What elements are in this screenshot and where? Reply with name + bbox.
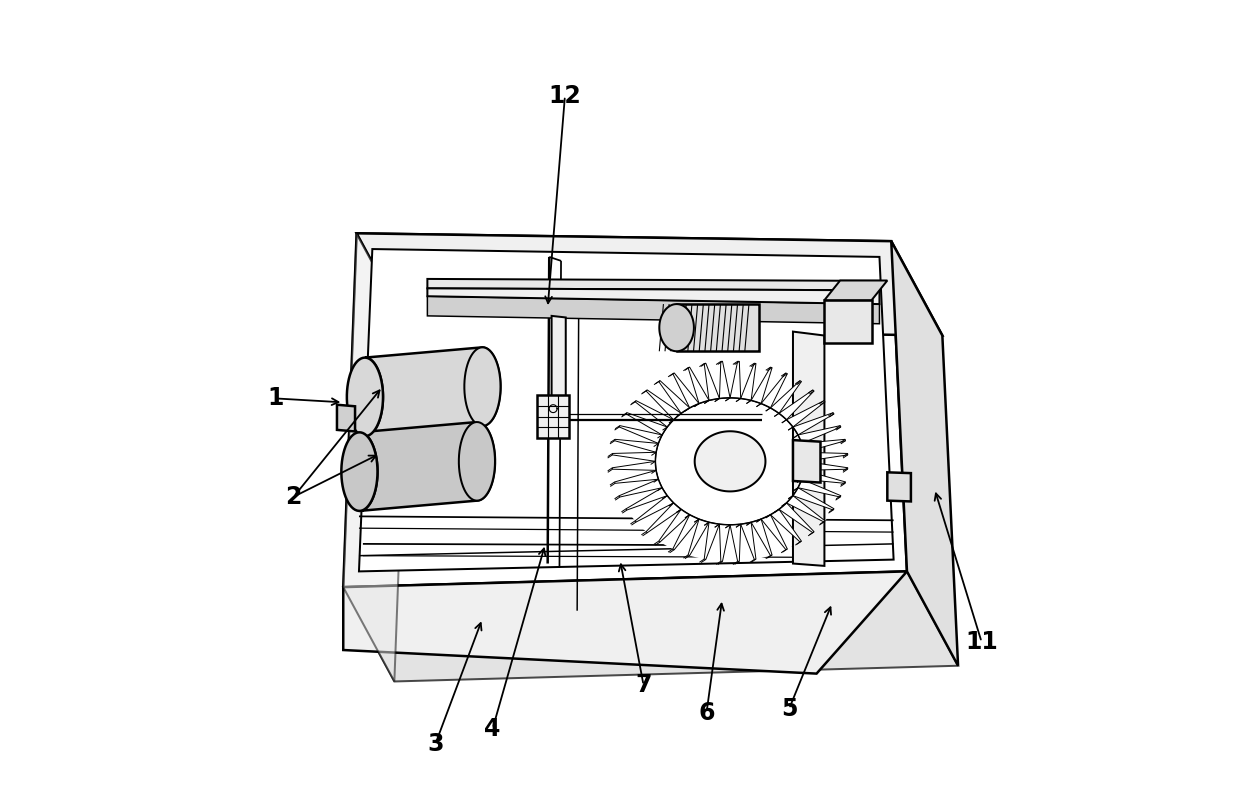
Polygon shape xyxy=(804,452,848,462)
Polygon shape xyxy=(343,234,408,682)
Polygon shape xyxy=(658,380,689,413)
Polygon shape xyxy=(704,522,719,559)
Polygon shape xyxy=(792,440,821,483)
Polygon shape xyxy=(804,462,848,470)
Polygon shape xyxy=(613,361,848,562)
Polygon shape xyxy=(688,367,709,404)
Text: 5: 5 xyxy=(781,697,797,721)
Polygon shape xyxy=(779,390,813,420)
Text: 4: 4 xyxy=(485,716,501,741)
Polygon shape xyxy=(358,249,894,571)
Polygon shape xyxy=(428,296,879,323)
Polygon shape xyxy=(552,316,565,402)
Text: 3: 3 xyxy=(427,732,444,757)
Polygon shape xyxy=(347,357,383,436)
Polygon shape xyxy=(646,390,681,420)
Polygon shape xyxy=(761,373,787,408)
Polygon shape xyxy=(677,304,759,351)
Polygon shape xyxy=(825,281,888,300)
Polygon shape xyxy=(688,519,709,555)
Polygon shape xyxy=(343,571,959,682)
Polygon shape xyxy=(825,300,872,343)
Polygon shape xyxy=(360,422,495,511)
Polygon shape xyxy=(459,422,495,501)
Polygon shape xyxy=(428,279,879,290)
Polygon shape xyxy=(428,288,879,304)
Polygon shape xyxy=(635,401,673,427)
Polygon shape xyxy=(660,304,694,351)
Text: 6: 6 xyxy=(698,701,714,725)
Polygon shape xyxy=(619,425,662,443)
Polygon shape xyxy=(646,503,681,533)
Polygon shape xyxy=(740,363,756,400)
Polygon shape xyxy=(792,488,835,510)
Polygon shape xyxy=(799,425,841,443)
Polygon shape xyxy=(802,470,846,484)
Polygon shape xyxy=(892,241,959,666)
Polygon shape xyxy=(792,413,835,435)
Polygon shape xyxy=(770,510,801,542)
Polygon shape xyxy=(613,462,656,470)
Polygon shape xyxy=(626,413,667,435)
Polygon shape xyxy=(799,479,841,497)
Polygon shape xyxy=(740,522,756,559)
Polygon shape xyxy=(658,510,689,542)
Polygon shape xyxy=(357,234,942,335)
Polygon shape xyxy=(730,361,740,398)
Polygon shape xyxy=(786,401,825,427)
Text: 1: 1 xyxy=(268,387,284,410)
Polygon shape xyxy=(761,514,787,550)
Polygon shape xyxy=(888,473,911,502)
Polygon shape xyxy=(673,373,699,408)
Polygon shape xyxy=(619,479,662,497)
Polygon shape xyxy=(786,495,825,522)
Polygon shape xyxy=(337,405,355,432)
Polygon shape xyxy=(537,394,569,438)
Polygon shape xyxy=(802,439,846,452)
Polygon shape xyxy=(464,347,501,426)
Polygon shape xyxy=(341,432,377,511)
Polygon shape xyxy=(626,488,667,510)
Polygon shape xyxy=(719,361,730,398)
Polygon shape xyxy=(343,571,906,674)
Polygon shape xyxy=(673,514,699,550)
Polygon shape xyxy=(694,432,765,492)
Text: 12: 12 xyxy=(548,84,582,108)
Polygon shape xyxy=(751,519,773,555)
Polygon shape xyxy=(704,363,719,400)
Polygon shape xyxy=(613,452,656,462)
Polygon shape xyxy=(615,470,658,484)
Polygon shape xyxy=(365,347,501,436)
Polygon shape xyxy=(779,503,813,533)
Polygon shape xyxy=(635,495,673,522)
Text: 7: 7 xyxy=(635,673,652,697)
Polygon shape xyxy=(730,524,740,561)
Polygon shape xyxy=(751,367,773,404)
Text: 2: 2 xyxy=(285,484,301,509)
Text: 11: 11 xyxy=(965,630,998,654)
Polygon shape xyxy=(770,380,801,413)
Polygon shape xyxy=(719,524,730,561)
Polygon shape xyxy=(615,439,658,452)
Polygon shape xyxy=(343,234,906,587)
Polygon shape xyxy=(792,331,825,566)
